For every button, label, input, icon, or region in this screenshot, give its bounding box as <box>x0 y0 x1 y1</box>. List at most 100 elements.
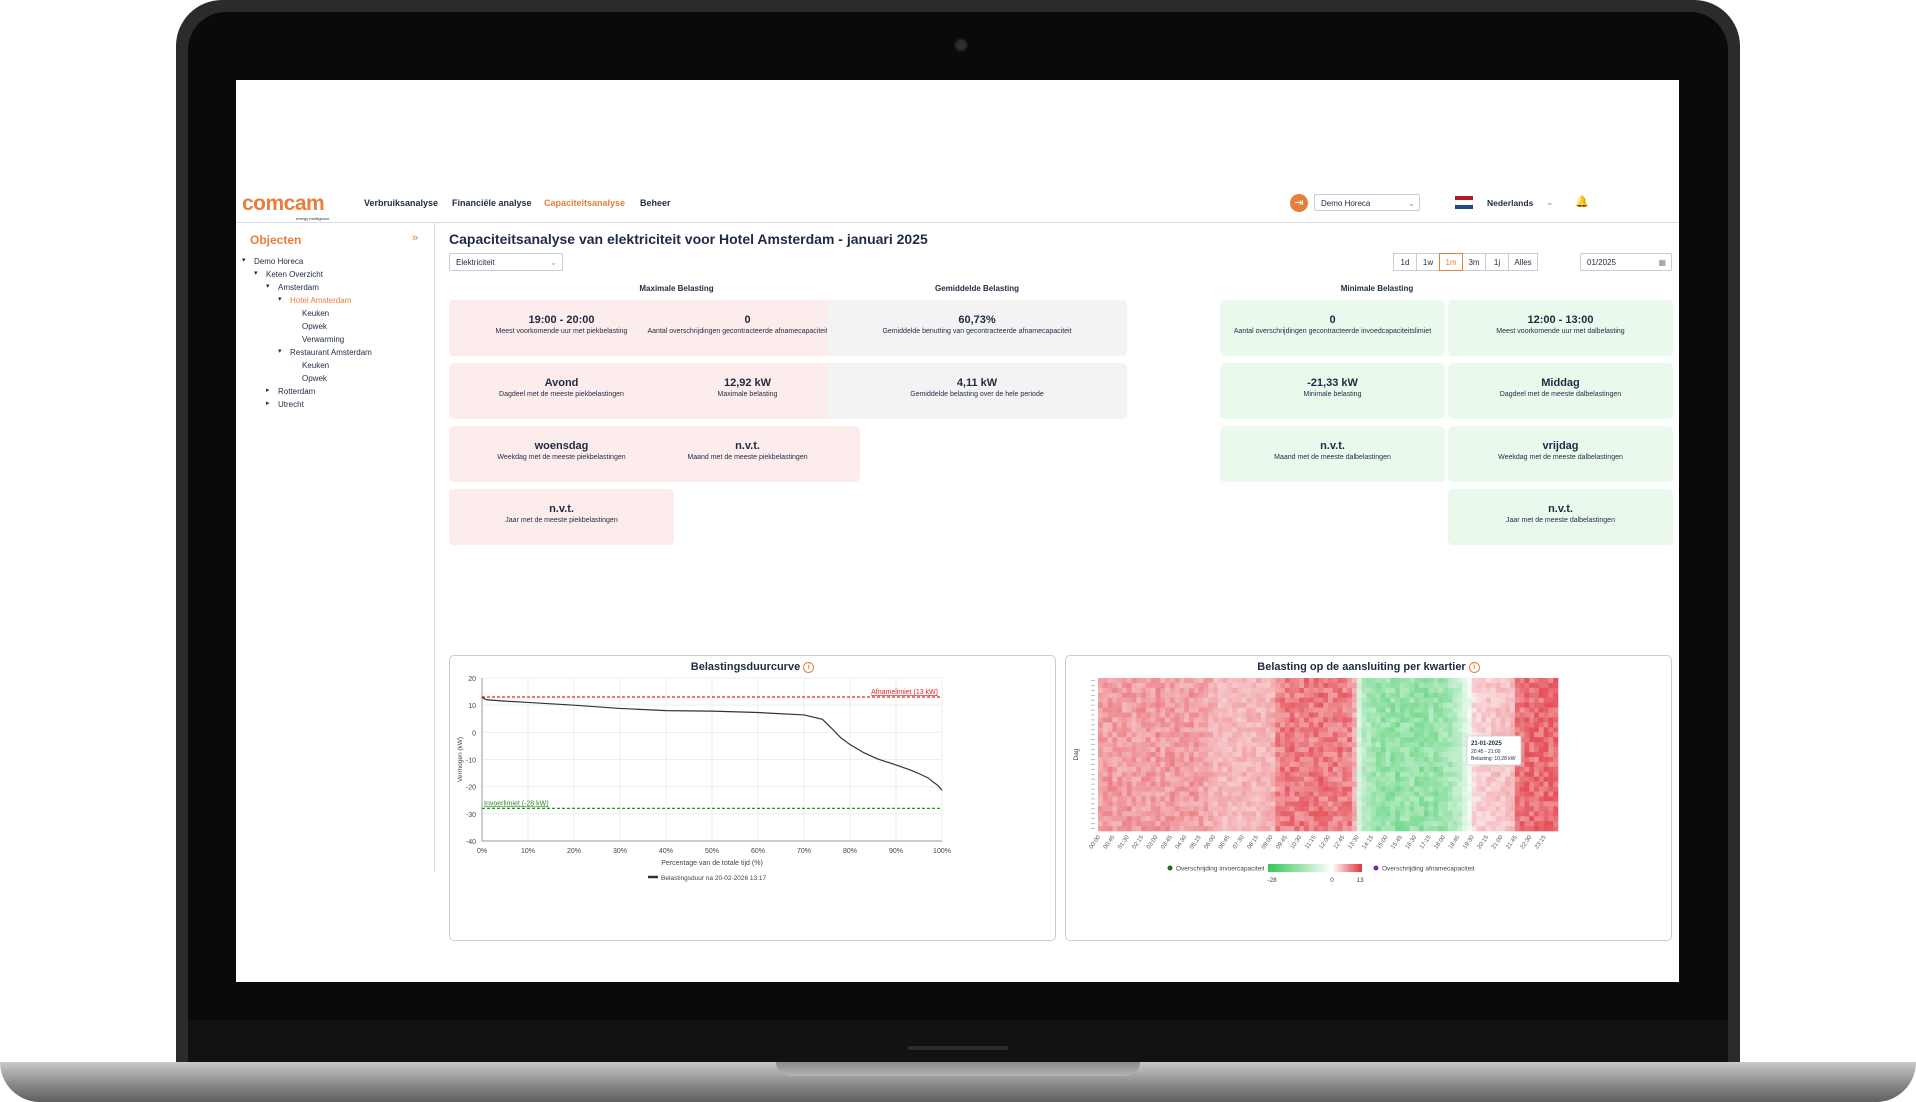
caret-down-icon[interactable]: ▾ <box>242 257 246 264</box>
x-tick-label: 09:00 <box>1261 834 1275 850</box>
heatmap-cell <box>1251 786 1257 792</box>
heatmap-cell <box>1294 712 1300 718</box>
heatmap-cell <box>1500 732 1506 738</box>
tree-item[interactable]: Keuken <box>302 309 330 318</box>
heatmap-cell <box>1519 712 1525 718</box>
caret-right-icon[interactable]: ▸ <box>266 387 270 394</box>
heatmap-cell <box>1217 687 1223 694</box>
heatmap-cell <box>1500 816 1506 822</box>
heatmap-cell <box>1313 791 1319 797</box>
collapse-icon[interactable]: » <box>412 232 419 244</box>
logout-icon[interactable]: ⇥ <box>1290 194 1308 212</box>
heatmap-cell <box>1203 816 1209 822</box>
tree-item[interactable]: Rotterdam <box>278 387 316 396</box>
heatmap-cell <box>1203 766 1209 773</box>
flag-nl-icon[interactable] <box>1455 196 1473 209</box>
heatmap-cell <box>1529 781 1535 787</box>
range-1j-button[interactable]: 1j <box>1485 253 1509 271</box>
caret-down-icon[interactable]: ▾ <box>254 270 258 277</box>
heatmap-cell <box>1337 678 1343 684</box>
heatmap-cell <box>1222 712 1228 718</box>
language-select[interactable]: Nederlands <box>1487 198 1534 208</box>
caret-down-icon[interactable]: ▾ <box>278 348 282 355</box>
tree-item[interactable]: Opwek <box>302 322 327 331</box>
range-1w-button[interactable]: 1w <box>1416 253 1440 271</box>
heatmap-cell <box>1126 732 1132 738</box>
heatmap-cell <box>1126 717 1132 723</box>
heatmap-cell <box>1284 717 1290 723</box>
tree-item[interactable]: Opwek <box>302 374 327 383</box>
heatmap-cell <box>1217 756 1223 763</box>
heatmap-cell <box>1289 692 1295 699</box>
heatmap-cell <box>1452 786 1458 792</box>
heatmap-cell <box>1543 707 1549 713</box>
heatmap-cell <box>1356 697 1362 703</box>
heatmap-cell <box>1246 781 1252 787</box>
heatmap-cell <box>1471 791 1477 797</box>
heatmap-cell <box>1466 821 1473 827</box>
caret-right-icon[interactable]: ▸ <box>266 400 270 407</box>
caret-down-icon[interactable]: ▾ <box>278 296 282 303</box>
nav-beheer[interactable]: Beheer <box>640 198 671 208</box>
heatmap-cell <box>1371 732 1377 738</box>
heatmap-cell <box>1102 771 1108 778</box>
heatmap-cell <box>1193 791 1199 797</box>
heatmap-cell <box>1179 776 1185 782</box>
heatmap-cell <box>1342 806 1348 812</box>
tree-item[interactable]: Utrecht <box>278 400 304 409</box>
comcam-logo[interactable]: comcam <box>242 192 325 215</box>
heatmap-cell <box>1284 742 1290 748</box>
info-icon[interactable]: i <box>803 661 815 673</box>
tree-item[interactable]: Verwarming <box>302 335 345 344</box>
nav-capaciteitsanalyse[interactable]: Capaciteitsanalyse <box>544 198 626 208</box>
range-alles-button[interactable]: Alles <box>1508 253 1538 271</box>
heatmap-cell <box>1117 682 1123 689</box>
heatmap-cell <box>1098 821 1104 827</box>
tree-item[interactable]: Keuken <box>302 361 330 370</box>
heatmap-cell <box>1524 722 1530 728</box>
heatmap-cell <box>1150 697 1156 703</box>
heatmap-cell <box>1356 801 1362 807</box>
heatmap-cell <box>1280 791 1286 797</box>
heatmap-cell <box>1443 742 1449 748</box>
heatmap-cell <box>1179 781 1185 787</box>
heatmap-cell <box>1145 756 1152 763</box>
heatmap-cell <box>1155 791 1161 797</box>
heatmap-cell <box>1543 722 1549 728</box>
x-tick-label: 13:30 <box>1347 834 1361 850</box>
tree-item[interactable]: Amsterdam <box>278 283 319 292</box>
month-picker[interactable]: 01/2025 ▦ <box>1580 253 1672 271</box>
tree-item[interactable]: Restaurant Amsterdam <box>290 348 372 357</box>
heatmap-cell <box>1184 826 1190 832</box>
heatmap-cell <box>1337 717 1343 723</box>
heatmap-cell <box>1505 732 1511 738</box>
tree-item[interactable]: Hotel Amsterdam <box>290 296 352 305</box>
tree-item[interactable]: Keten Overzicht <box>266 270 323 279</box>
heatmap-cell <box>1203 692 1209 699</box>
heatmap-cell <box>1342 811 1348 817</box>
heatmap-cell <box>1419 697 1425 703</box>
range-1d-button[interactable]: 1d <box>1393 253 1417 271</box>
info-icon[interactable]: i <box>1468 661 1480 673</box>
nav-verbruiksanalyse[interactable]: Verbruiksanalyse <box>364 198 439 208</box>
heatmap-cell <box>1294 821 1300 827</box>
heatmap-cell <box>1495 732 1501 738</box>
caret-down-icon[interactable]: ▾ <box>266 283 270 290</box>
range-3m-button[interactable]: 3m <box>1462 253 1486 271</box>
range-1m-button[interactable]: 1m <box>1439 253 1463 271</box>
tree-item[interactable]: Demo Horeca <box>254 257 304 266</box>
organisation-select[interactable]: Demo Horeca ⌄ <box>1314 194 1420 211</box>
nav-financiele-analyse[interactable]: Financiële analyse <box>452 198 532 208</box>
heatmap-cell <box>1155 687 1161 694</box>
heatmap-cell <box>1289 678 1295 684</box>
heatmap-cell <box>1419 742 1425 748</box>
heatmap-cell <box>1141 766 1147 773</box>
heatmap-cell <box>1395 781 1401 787</box>
heatmap-cell <box>1208 747 1214 753</box>
energy-type-select[interactable]: Elektriciteit ⌄ <box>449 253 563 271</box>
heatmap-cell <box>1304 692 1310 699</box>
bell-icon[interactable]: 🔔 <box>1575 196 1589 208</box>
heatmap-cell <box>1112 786 1118 792</box>
heatmap-cell <box>1438 692 1444 699</box>
heatmap-cell <box>1169 796 1175 802</box>
